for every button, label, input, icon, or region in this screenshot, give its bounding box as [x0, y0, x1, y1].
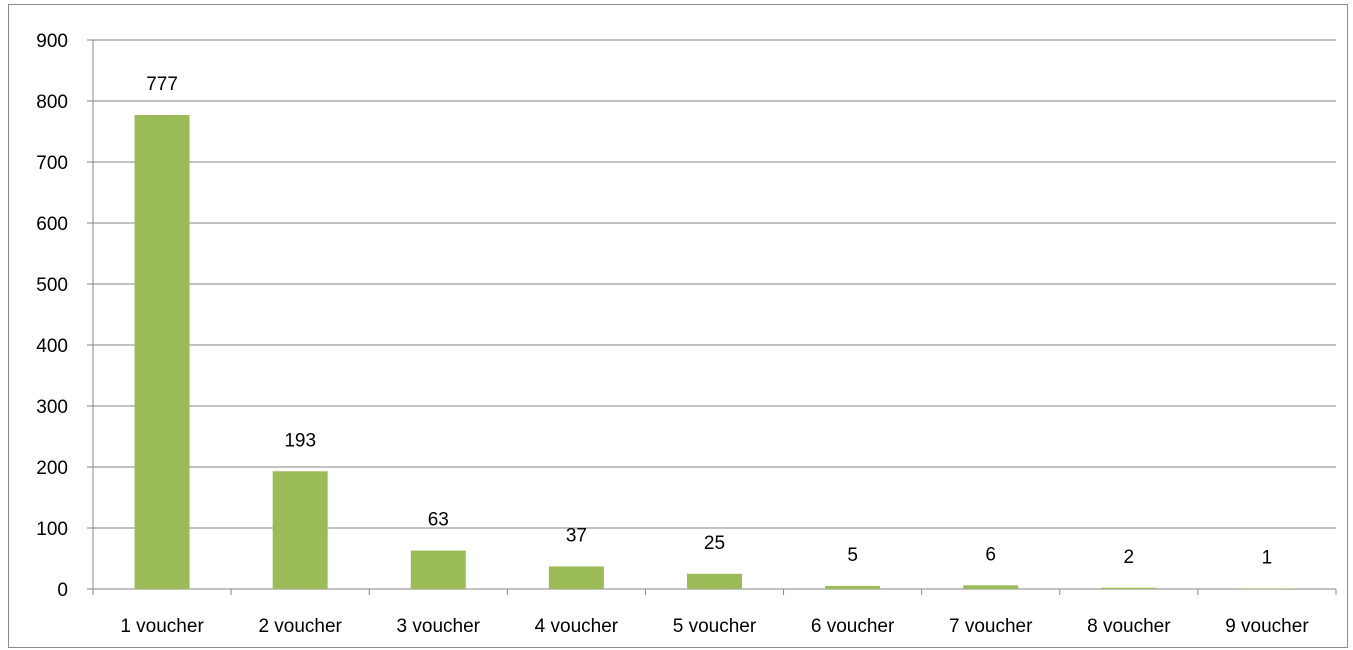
data-label: 5: [847, 545, 858, 566]
x-category-label: 7 voucher: [949, 616, 1033, 637]
bar-2: [272, 471, 328, 589]
bars: [134, 115, 1295, 589]
x-category-label: 9 voucher: [1225, 616, 1309, 637]
x-category-label: 8 voucher: [1087, 616, 1171, 637]
data-label: 2: [1124, 547, 1135, 568]
data-label: 25: [704, 533, 725, 554]
bar-9: [1239, 588, 1295, 589]
data-label: 193: [284, 430, 316, 451]
y-tick-label: 600: [36, 214, 68, 235]
x-category-label: 6 voucher: [811, 616, 895, 637]
labels: 0 100 200 300 400 500 600 700 800 900 777 1 voucher…: [36, 31, 1309, 637]
y-tick-label: 900: [36, 31, 68, 52]
bar-6: [825, 585, 881, 589]
data-label: 63: [428, 510, 449, 531]
bar-4: [548, 566, 604, 589]
x-category-label: 2 voucher: [258, 616, 342, 637]
x-category-label: 5 voucher: [673, 616, 757, 637]
y-tick-label: 300: [36, 397, 68, 418]
x-category-label: 1 voucher: [120, 616, 204, 637]
chart-frame: [8, 4, 1348, 648]
data-label: 37: [566, 525, 587, 546]
y-tick-label: 700: [36, 153, 68, 174]
x-category-label: 3 voucher: [397, 616, 481, 637]
bar-3: [410, 550, 466, 589]
bar-1: [134, 115, 190, 589]
gridlines: [93, 39, 1336, 529]
y-tick-label: 200: [36, 458, 68, 479]
data-label: 777: [146, 74, 178, 95]
x-category-label: 4 voucher: [535, 616, 619, 637]
y-tick-label: 500: [36, 275, 68, 296]
y-tick-label: 100: [36, 519, 68, 540]
bar-5: [687, 573, 742, 589]
data-label: 6: [985, 544, 996, 565]
y-tick-label: 800: [36, 92, 68, 113]
y-tick-label: 0: [57, 580, 68, 601]
bar-7: [963, 585, 1019, 589]
data-label: 1: [1262, 547, 1273, 568]
y-tick-label: 400: [36, 336, 68, 357]
bar-8: [1101, 587, 1157, 589]
